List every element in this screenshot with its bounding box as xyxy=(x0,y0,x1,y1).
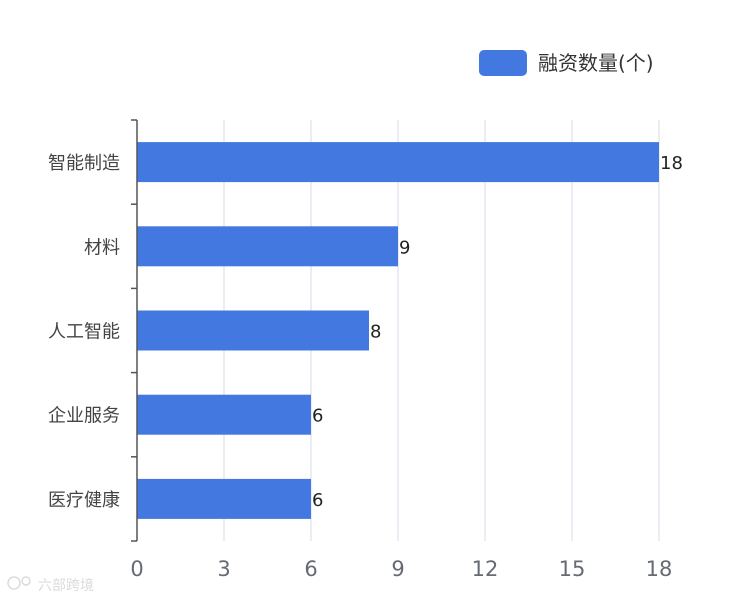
x-tick-label: 12 xyxy=(472,557,499,581)
category-label: 智能制造 xyxy=(48,153,120,174)
grid-lines xyxy=(223,120,660,541)
watermark-logo-icon-dot xyxy=(21,576,31,586)
category-label: 材料 xyxy=(84,237,120,258)
legend-swatch xyxy=(479,50,527,76)
watermark: 六部跨境 xyxy=(7,576,94,594)
x-tick-label: 0 xyxy=(130,557,143,581)
x-tick-label: 15 xyxy=(559,557,586,581)
bar xyxy=(137,394,311,435)
watermark-text: 六部跨境 xyxy=(38,578,94,594)
x-tick-label: 18 xyxy=(646,557,673,581)
data-label: 9 xyxy=(399,237,410,258)
watermark-logo-icon xyxy=(7,576,21,590)
legend-label: 融资数量(个) xyxy=(538,51,654,75)
data-label: 6 xyxy=(312,406,323,427)
category-label: 人工智能 xyxy=(48,322,120,343)
data-label: 8 xyxy=(370,322,381,343)
category-label: 医疗健康 xyxy=(48,490,120,511)
x-tick-label: 6 xyxy=(304,557,317,581)
bar xyxy=(137,478,311,519)
category-label: 企业服务 xyxy=(48,406,120,427)
x-tick-label: 9 xyxy=(391,557,404,581)
bar xyxy=(137,226,398,267)
data-label: 18 xyxy=(660,153,683,174)
bars: 18 9 8 6 6 xyxy=(137,142,683,519)
x-tick-label: 3 xyxy=(217,557,230,581)
bar xyxy=(137,142,659,183)
legend: 融资数量(个) xyxy=(479,50,654,76)
data-label: 6 xyxy=(312,490,323,511)
bar xyxy=(137,310,369,351)
